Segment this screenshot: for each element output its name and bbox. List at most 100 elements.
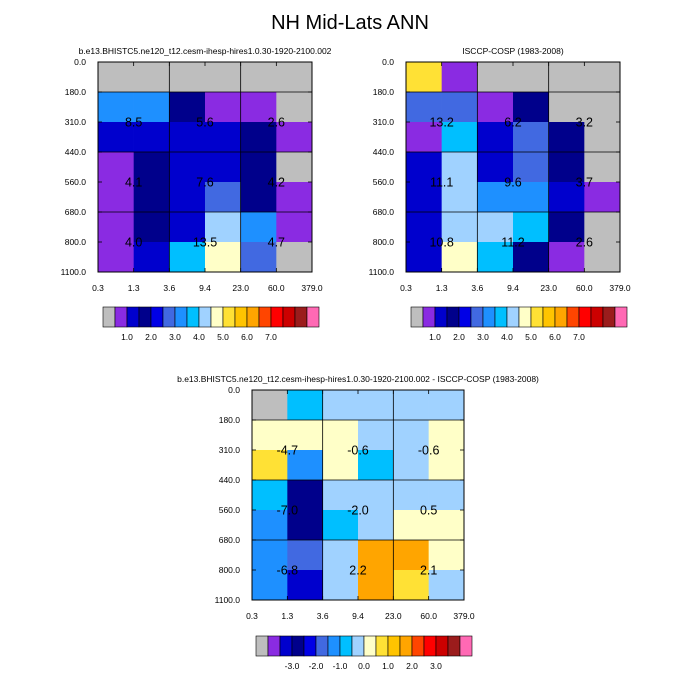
data-label: 5.6 xyxy=(196,116,213,130)
colorbar-label: 3.0 xyxy=(430,661,442,671)
x-tick-label: 3.6 xyxy=(317,611,329,621)
y-tick-label: 1100.0 xyxy=(61,267,87,277)
heatmap-cell xyxy=(133,122,170,153)
heatmap-cell xyxy=(252,390,288,421)
heatmap-cell xyxy=(276,242,313,273)
heatmap-cell xyxy=(477,122,514,153)
heatmap-model: b.e13.BHISTC5.ne120_t12.cesm-ihesp-hires… xyxy=(61,46,332,293)
heatmap-cell xyxy=(584,152,621,183)
y-tick-label: 0.0 xyxy=(74,57,86,67)
colorbar-label: 1.0 xyxy=(121,332,133,342)
heatmap-cell xyxy=(358,480,394,511)
heatmap-cell xyxy=(252,480,288,511)
heatmap-cell xyxy=(240,122,277,153)
heatmap-cell xyxy=(358,420,394,451)
heatmap-cell xyxy=(169,92,206,123)
heatmap-cell xyxy=(358,540,394,571)
panel-title: b.e13.BHISTC5.ne120_t12.cesm-ihesp-hires… xyxy=(79,46,332,56)
y-tick-label: 680.0 xyxy=(65,207,87,217)
heatmap-cell xyxy=(428,390,465,421)
y-tick-label: 310.0 xyxy=(65,117,87,127)
x-tick-label: 23.0 xyxy=(540,283,557,293)
colorbar-box xyxy=(198,306,212,328)
y-tick-label: 180.0 xyxy=(65,87,87,97)
data-label: 13.5 xyxy=(193,236,217,250)
heatmap-cell xyxy=(513,122,549,153)
colorbar-box xyxy=(255,635,269,657)
data-label: 0.5 xyxy=(420,504,437,518)
heatmap-cell xyxy=(477,212,514,243)
y-tick-label: 680.0 xyxy=(219,535,241,545)
y-tick-label: 1100.0 xyxy=(369,267,395,277)
heatmap-cell xyxy=(393,510,429,541)
y-tick-label: 440.0 xyxy=(65,147,87,157)
colorbar-box xyxy=(162,306,176,328)
heatmap-cell xyxy=(358,450,394,481)
y-tick-label: 440.0 xyxy=(373,147,395,157)
y-tick-label: 800.0 xyxy=(219,565,241,575)
y-tick-label: 800.0 xyxy=(373,237,395,247)
colorbar-label: 4.0 xyxy=(501,332,513,342)
heatmap-cell xyxy=(406,122,442,153)
heatmap-cell xyxy=(548,62,585,93)
x-tick-label: 3.6 xyxy=(471,283,483,293)
heatmap-cell xyxy=(322,480,359,511)
heatmap-cell xyxy=(322,510,359,541)
colorbar-label: 3.0 xyxy=(169,332,181,342)
data-label: 13.2 xyxy=(429,116,453,130)
colorbar-box xyxy=(590,306,604,328)
heatmap-cell xyxy=(584,242,621,273)
colorbar-box xyxy=(411,635,425,657)
heatmap-cell xyxy=(276,212,313,243)
data-label: 6.2 xyxy=(504,116,521,130)
colorbar-model: 1.0 2.0 3.0 4.0 5.0 6.0 7.0 xyxy=(102,306,320,342)
colorbar-box xyxy=(506,306,520,328)
colorbar-box xyxy=(518,306,532,328)
colorbar-box xyxy=(435,635,449,657)
heatmap-cell xyxy=(393,450,429,481)
heatmap-cell xyxy=(441,152,478,183)
heatmap-cell xyxy=(169,122,206,153)
heatmap-cell xyxy=(584,62,621,93)
colorbar-box xyxy=(566,306,580,328)
colorbar-label: 2.0 xyxy=(406,661,418,671)
colorbar-box xyxy=(114,306,128,328)
colorbar-box xyxy=(294,306,308,328)
heatmap-difference: b.e13.BHISTC5.ne120_t12.cesm-ihesp-hires… xyxy=(177,374,539,621)
heatmap-cell xyxy=(169,182,206,213)
heatmap-cell xyxy=(133,62,170,93)
heatmap-cell xyxy=(406,62,442,93)
data-label: -0.6 xyxy=(418,444,440,458)
heatmap-cell xyxy=(322,570,359,601)
heatmap-cell xyxy=(287,390,323,421)
heatmap-cell xyxy=(133,212,170,243)
heatmap-cell xyxy=(358,510,394,541)
x-tick-label: 1.3 xyxy=(281,611,293,621)
colorbar-box xyxy=(399,635,413,657)
heatmap-cell xyxy=(513,182,549,213)
data-label: -4.7 xyxy=(277,444,299,458)
heatmap-cell xyxy=(584,92,621,123)
heatmap-cell xyxy=(584,122,621,153)
colorbar-label: -1.0 xyxy=(333,661,348,671)
heatmap-cell xyxy=(428,570,465,601)
colorbar-label: 2.0 xyxy=(145,332,157,342)
heatmap-cell xyxy=(98,212,134,243)
heatmap-cell xyxy=(477,242,514,273)
y-tick-label: 800.0 xyxy=(65,237,87,247)
heatmap-cell xyxy=(322,540,359,571)
heatmap-cell xyxy=(169,152,206,183)
heatmap-cell xyxy=(240,182,277,213)
colorbar-label: 2.0 xyxy=(453,332,465,342)
colorbar-box xyxy=(363,635,377,657)
heatmap-cell xyxy=(252,420,288,451)
colorbar-box xyxy=(458,306,472,328)
data-label: 4.0 xyxy=(125,236,142,250)
heatmap-cell xyxy=(98,62,134,93)
colorbar-box xyxy=(422,306,436,328)
data-label: 4.7 xyxy=(268,236,285,250)
data-label: -6.8 xyxy=(277,564,299,578)
y-tick-label: 0.0 xyxy=(382,57,394,67)
heatmap-cell xyxy=(406,212,442,243)
data-label: 10.8 xyxy=(429,236,453,250)
